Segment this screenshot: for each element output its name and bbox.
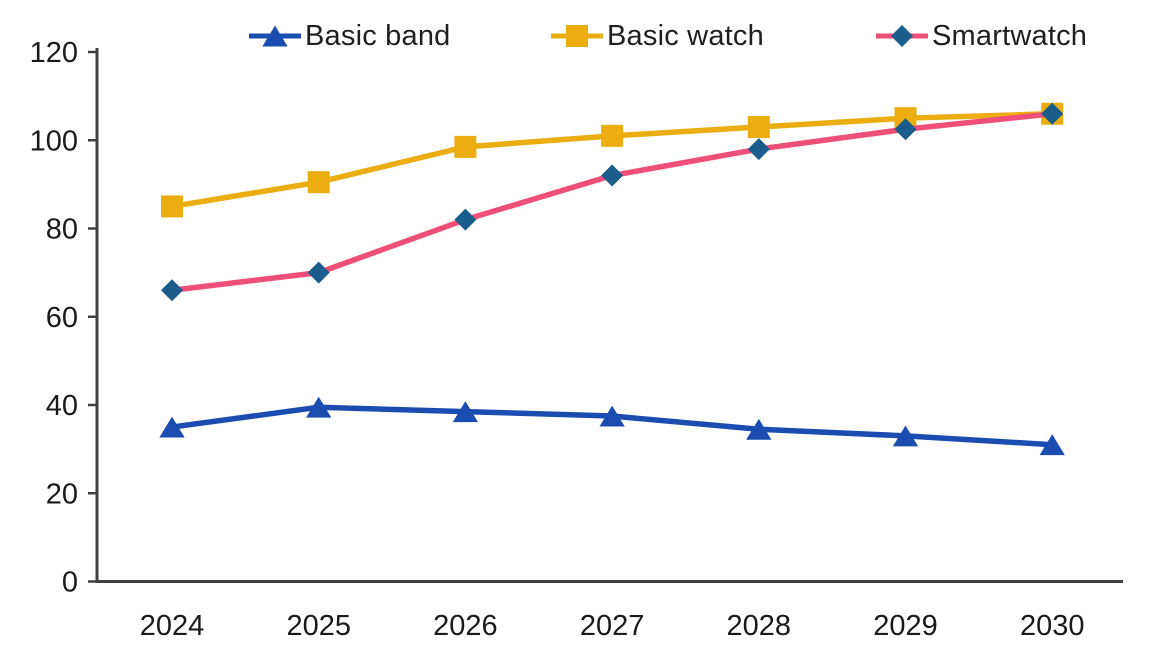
y-tick-label: 0 bbox=[62, 567, 78, 599]
series-smartwatch bbox=[161, 102, 1064, 302]
y-tick-label: 20 bbox=[46, 478, 78, 510]
marker-diamond bbox=[601, 164, 624, 187]
x-tick-label: 2028 bbox=[727, 610, 792, 642]
x-tick-label: 2030 bbox=[1020, 610, 1085, 642]
marker-square bbox=[601, 124, 624, 147]
y-tick-label: 80 bbox=[46, 214, 78, 246]
y-tick-label: 120 bbox=[30, 37, 78, 69]
series-basic-watch bbox=[161, 102, 1064, 218]
marker-square bbox=[307, 171, 330, 194]
series-basic-band bbox=[159, 396, 1065, 456]
marker-diamond bbox=[161, 279, 183, 302]
x-tick-label: 2029 bbox=[873, 610, 938, 642]
x-tick-label: 2025 bbox=[286, 610, 351, 642]
marker-triangle bbox=[599, 405, 625, 427]
marker-triangle bbox=[1039, 434, 1065, 456]
y-tick-label: 60 bbox=[46, 302, 78, 334]
marker-square bbox=[747, 116, 770, 139]
y-tick-label: 100 bbox=[30, 125, 78, 157]
marker-diamond bbox=[747, 138, 770, 161]
marker-diamond bbox=[894, 118, 917, 141]
marker-triangle bbox=[159, 416, 185, 438]
y-tick-label: 40 bbox=[46, 390, 78, 422]
x-tick-label: 2026 bbox=[433, 610, 498, 642]
marker-square bbox=[161, 195, 183, 218]
x-tick-label: 2027 bbox=[580, 610, 645, 642]
marker-diamond bbox=[1041, 102, 1064, 125]
marker-triangle bbox=[306, 396, 332, 418]
marker-diamond bbox=[454, 208, 477, 231]
x-tick-label: 2024 bbox=[140, 610, 205, 642]
marker-diamond bbox=[307, 261, 330, 284]
marker-triangle bbox=[452, 401, 479, 423]
marker-triangle bbox=[892, 425, 919, 447]
marker-square bbox=[894, 107, 917, 130]
marker-triangle bbox=[746, 418, 772, 440]
marker-square bbox=[454, 135, 477, 158]
